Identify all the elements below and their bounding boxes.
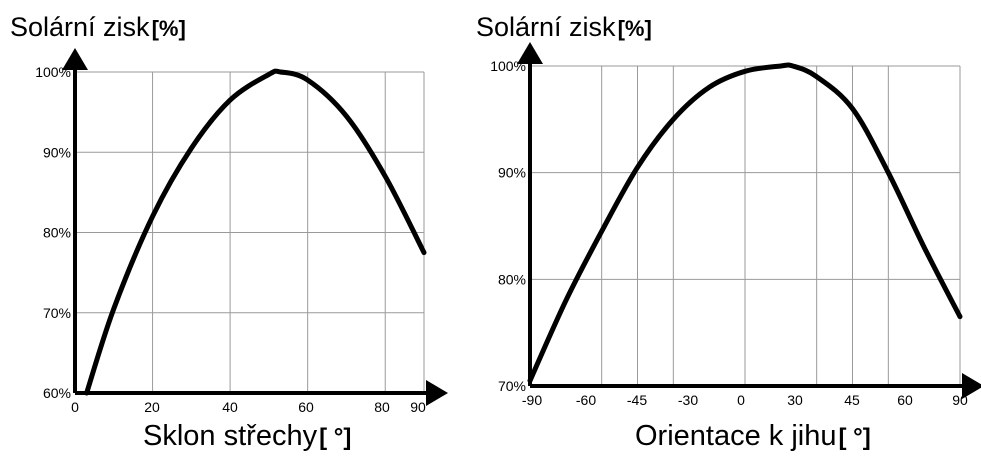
y-tick-label: 60% [43,385,71,401]
x-tick-label: -60 [576,392,596,408]
y-tick-label: 100% [490,58,526,74]
x-axis-arrowhead [426,380,448,406]
y-tick-label: 70% [43,305,71,321]
x-axis-unit: [ °] [839,424,871,451]
x-tick-label: 60 [298,399,314,415]
x-axis-label: Sklon střechy [143,420,317,452]
chart-roof-tilt: 60% 70% 80% 90% 100% 0 20 40 60 80 90 [0,0,470,460]
x-axis-title: Orientace k jihu[ °] [635,420,871,453]
x-axis-title: Sklon střechy[ °] [143,420,351,453]
x-tick-label: 80 [374,399,390,415]
x-tick-label: 0 [71,399,79,415]
x-tick-label: -30 [678,392,698,408]
x-tick-label: -90 [522,392,542,408]
y-tick-label: 80% [43,225,71,241]
y-tick-label: 100% [35,64,71,80]
x-tick-label: -45 [627,392,647,408]
x-tick-label: 60 [897,392,913,408]
x-tick-label: 40 [222,399,238,415]
x-tick-label: 30 [787,392,803,408]
y-tick-label: 80% [498,271,526,287]
x-axis-unit: [ °] [319,424,351,451]
chart-south-orientation: 70%80%90%100%-90 -60 -45 -30 0 30 45 60 90 [470,0,981,460]
x-tick-label: 45 [844,392,860,408]
y-tick-label: 90% [498,165,526,181]
chart-panel-south-orientation: Solární zisk[%] 70% 80% 90% 100% -90 -60 -45 -3… [470,0,981,460]
x-axis-label: Orientace k jihu [635,420,837,452]
x-tick-label: 20 [144,399,160,415]
y-tick-label: 90% [43,144,71,160]
x-tick-label: 0 [737,392,745,408]
chart-panel-roof-tilt: Solární zisk[%] 60% 70% 80% 90% 100% 0 20 40 60 8… [0,0,470,460]
x-tick-label: 90 [410,399,426,415]
x-tick-label: 90 [952,392,968,408]
